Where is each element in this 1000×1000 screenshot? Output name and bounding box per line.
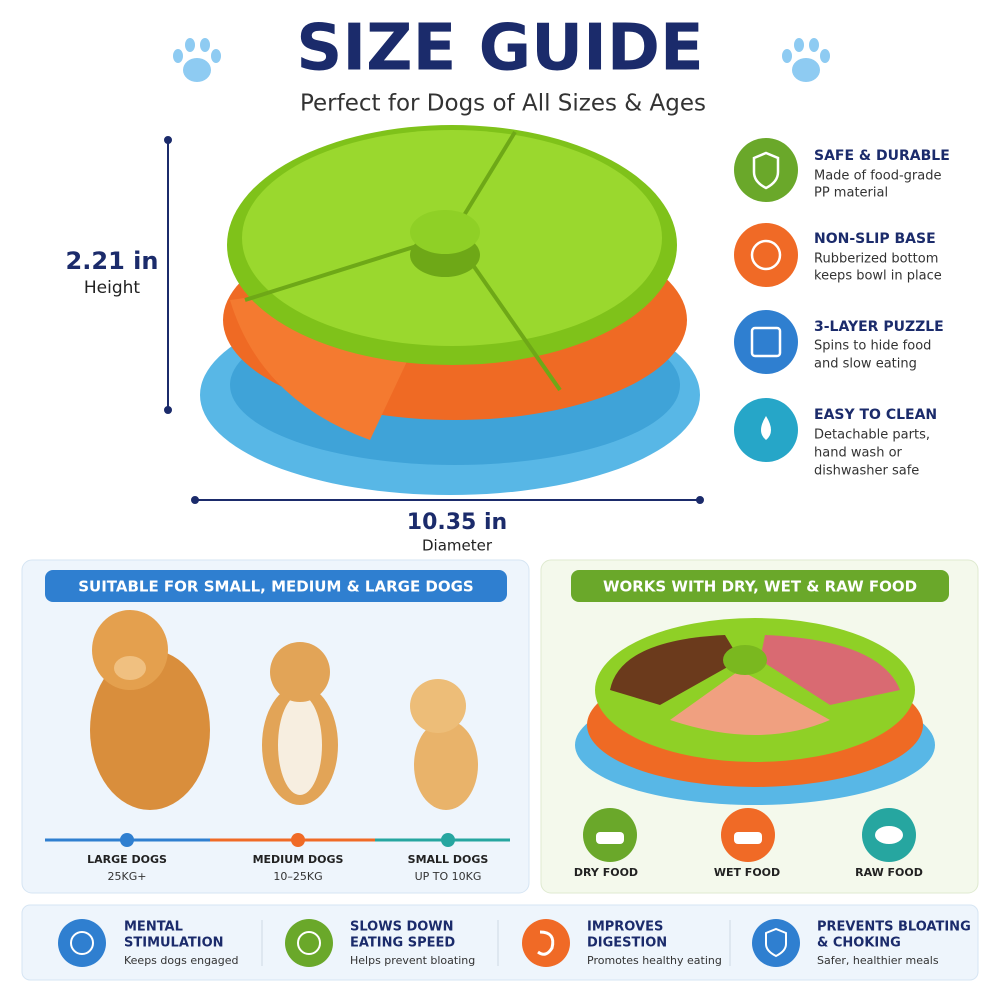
benefit-title: IMPROVES	[587, 920, 663, 935]
height-label: Height	[84, 278, 141, 298]
dog-size-weight: 25KG+	[108, 870, 147, 883]
feature-text: Spins to hide food	[814, 339, 931, 354]
feature-text: Detachable parts,	[814, 428, 930, 443]
benefit-text: Helps prevent bloating	[350, 954, 475, 967]
food-label: WET FOOD	[714, 866, 780, 879]
benefit-title: SLOWS DOWN	[350, 920, 454, 935]
benefit-title: PREVENTS BLOATING	[817, 920, 971, 935]
food-icons	[583, 808, 916, 862]
food-panel-header	[571, 570, 949, 602]
benefit-text: Promotes healthy eating	[587, 954, 722, 967]
title: SIZE GUIDE	[296, 12, 703, 86]
feature-text: Rubberized bottom	[814, 252, 938, 267]
feature-title: NON-SLIP BASE	[814, 231, 936, 247]
subtitle: Perfect for Dogs of All Sizes & Ages	[300, 91, 706, 117]
feature-title: SAFE & DURABLE	[814, 148, 950, 164]
feature-title: 3-LAYER PUZZLE	[814, 319, 944, 335]
benefit-title: DIGESTION	[587, 936, 667, 951]
benefit-text: Keeps dogs engaged	[124, 954, 239, 967]
benefit-text: Safer, healthier meals	[817, 954, 939, 967]
paw-left	[173, 38, 221, 82]
feature-text: dishwasher safe	[814, 464, 919, 479]
dog-panel-header	[45, 570, 507, 602]
food-panel-title: WORKS WITH DRY, WET & RAW FOOD	[603, 578, 917, 596]
food-bowl-illustration	[575, 618, 935, 805]
food-label: DRY FOOD	[574, 866, 638, 879]
dog-size-name: SMALL DOGS	[408, 853, 489, 866]
diameter-line	[191, 496, 704, 504]
benefit-title: & CHOKING	[817, 936, 901, 951]
benefit-icons	[58, 919, 800, 967]
food-label: RAW FOOD	[855, 866, 923, 879]
benefit-title: STIMULATION	[124, 936, 224, 951]
feature-text: Made of food-grade	[814, 169, 941, 184]
paw-right	[782, 38, 830, 82]
dog-size-weight: UP TO 10KG	[415, 870, 482, 883]
diameter-label: Diameter	[422, 537, 493, 555]
benefits-bar	[21, 904, 979, 981]
feature-text: PP material	[814, 186, 888, 201]
bowl-illustration	[200, 125, 700, 495]
dog-panel-title: SUITABLE FOR SMALL, MEDIUM & LARGE DOGS	[78, 578, 474, 596]
feature-title: EASY TO CLEAN	[814, 407, 937, 423]
diameter-value: 10.35 in	[407, 510, 507, 535]
dog-size-weight: 10–25KG	[273, 870, 322, 883]
height-line	[164, 136, 172, 414]
size-timeline	[45, 833, 510, 847]
dog-size-name: LARGE DOGS	[87, 853, 167, 866]
dog-illustrations	[90, 610, 478, 810]
height-value: 2.21 in	[66, 247, 159, 275]
benefit-title: MENTAL	[124, 920, 183, 935]
dog-size-name: MEDIUM DOGS	[253, 853, 344, 866]
feature-text: and slow eating	[814, 357, 917, 372]
feature-text: hand wash or	[814, 446, 903, 461]
feature-icons	[734, 138, 798, 462]
feature-text: keeps bowl in place	[814, 269, 942, 284]
benefit-title: EATING SPEED	[350, 936, 455, 951]
